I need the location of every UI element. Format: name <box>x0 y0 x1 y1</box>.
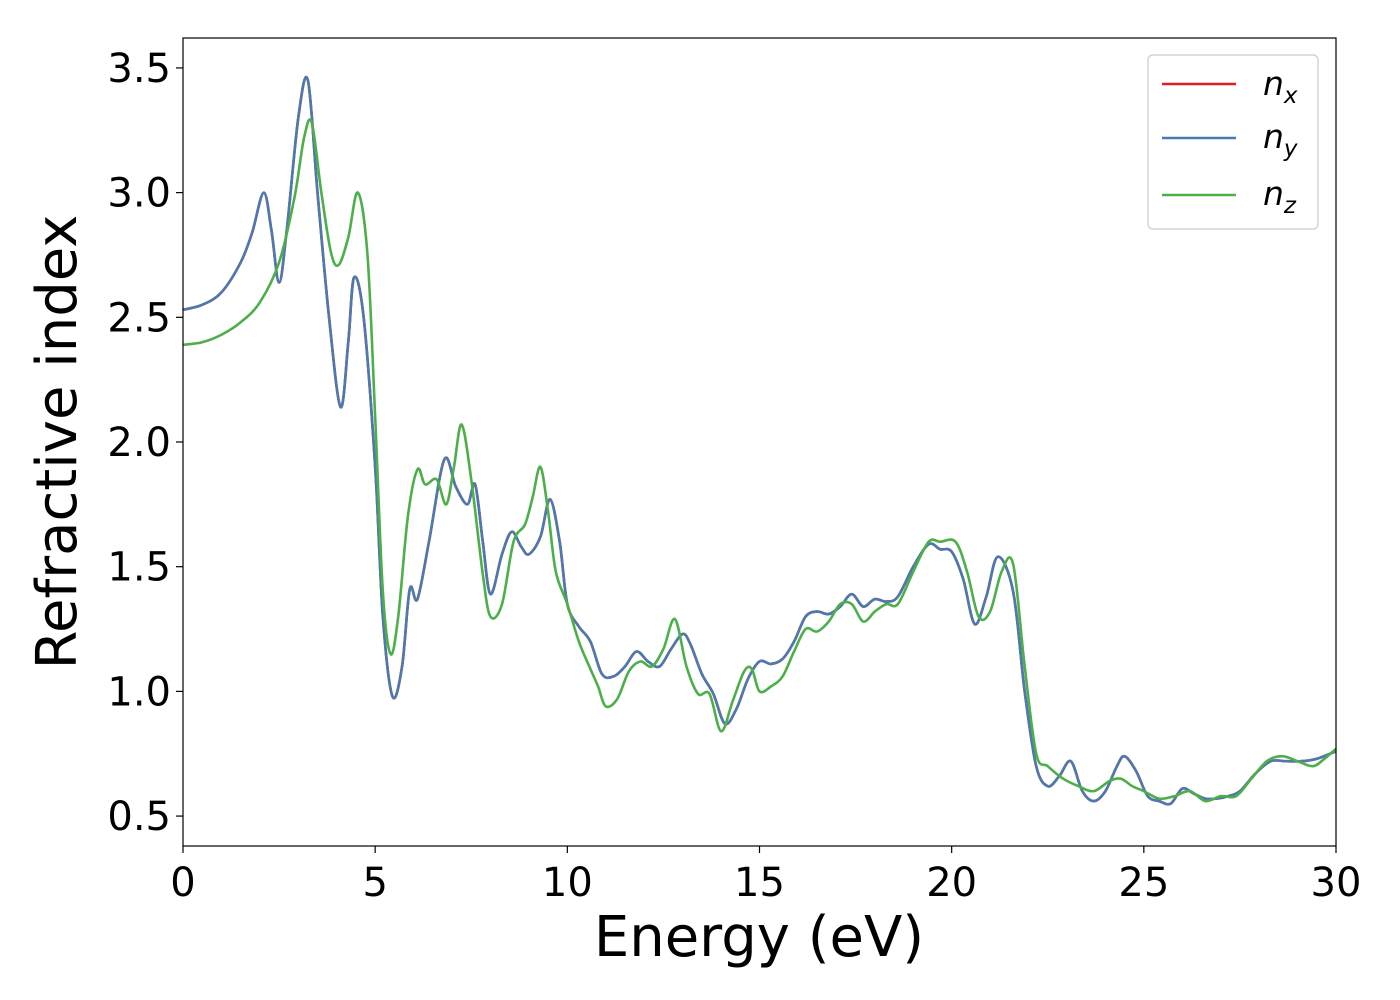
legend-label-ny: ny <box>1263 117 1298 162</box>
x-tick-label: 15 <box>734 860 785 906</box>
legend-label-nz: nz <box>1263 174 1297 219</box>
y-tick-label: 2.5 <box>107 295 171 341</box>
y-tick-label: 0.5 <box>107 794 171 840</box>
legend-label-ny-sub: y <box>1283 136 1298 162</box>
legend-label-ny-main: n <box>1263 117 1284 156</box>
y-tick-label: 1.5 <box>107 545 171 591</box>
legend: nx ny nz <box>1147 54 1319 230</box>
series-layer <box>182 76 1337 806</box>
legend-label-nz-sub: z <box>1283 193 1297 219</box>
x-tick-label: 20 <box>926 860 977 906</box>
legend-label-nx: nx <box>1263 64 1298 109</box>
legend-label-nz-main: n <box>1263 174 1284 213</box>
series-line-ny <box>182 76 1337 806</box>
plot-frame <box>182 37 1337 847</box>
series-line-nz <box>182 118 1337 803</box>
x-axis-title: Energy (eV) <box>594 905 924 970</box>
ticks-layer: 0 5 10 15 20 25 30 0.5 1.0 1.5 2.0 2.5 3.0 3.5 <box>107 46 1361 906</box>
y-tick-label: 2.0 <box>107 420 171 466</box>
x-tick-label: 30 <box>1311 860 1362 906</box>
legend-label-nx-sub: x <box>1283 83 1298 109</box>
y-tick-label: 3.5 <box>107 46 171 92</box>
legend-box <box>1147 54 1319 230</box>
x-tick-label: 25 <box>1118 860 1169 906</box>
y-tick-label: 1.0 <box>107 669 171 715</box>
x-tick-label: 10 <box>542 860 593 906</box>
legend-label-nx-main: n <box>1263 64 1284 103</box>
x-tick-label: 5 <box>362 860 387 906</box>
y-axis-title: Refractive index <box>25 215 90 670</box>
x-tick-label: 0 <box>170 860 195 906</box>
y-tick-label: 3.0 <box>107 171 171 217</box>
